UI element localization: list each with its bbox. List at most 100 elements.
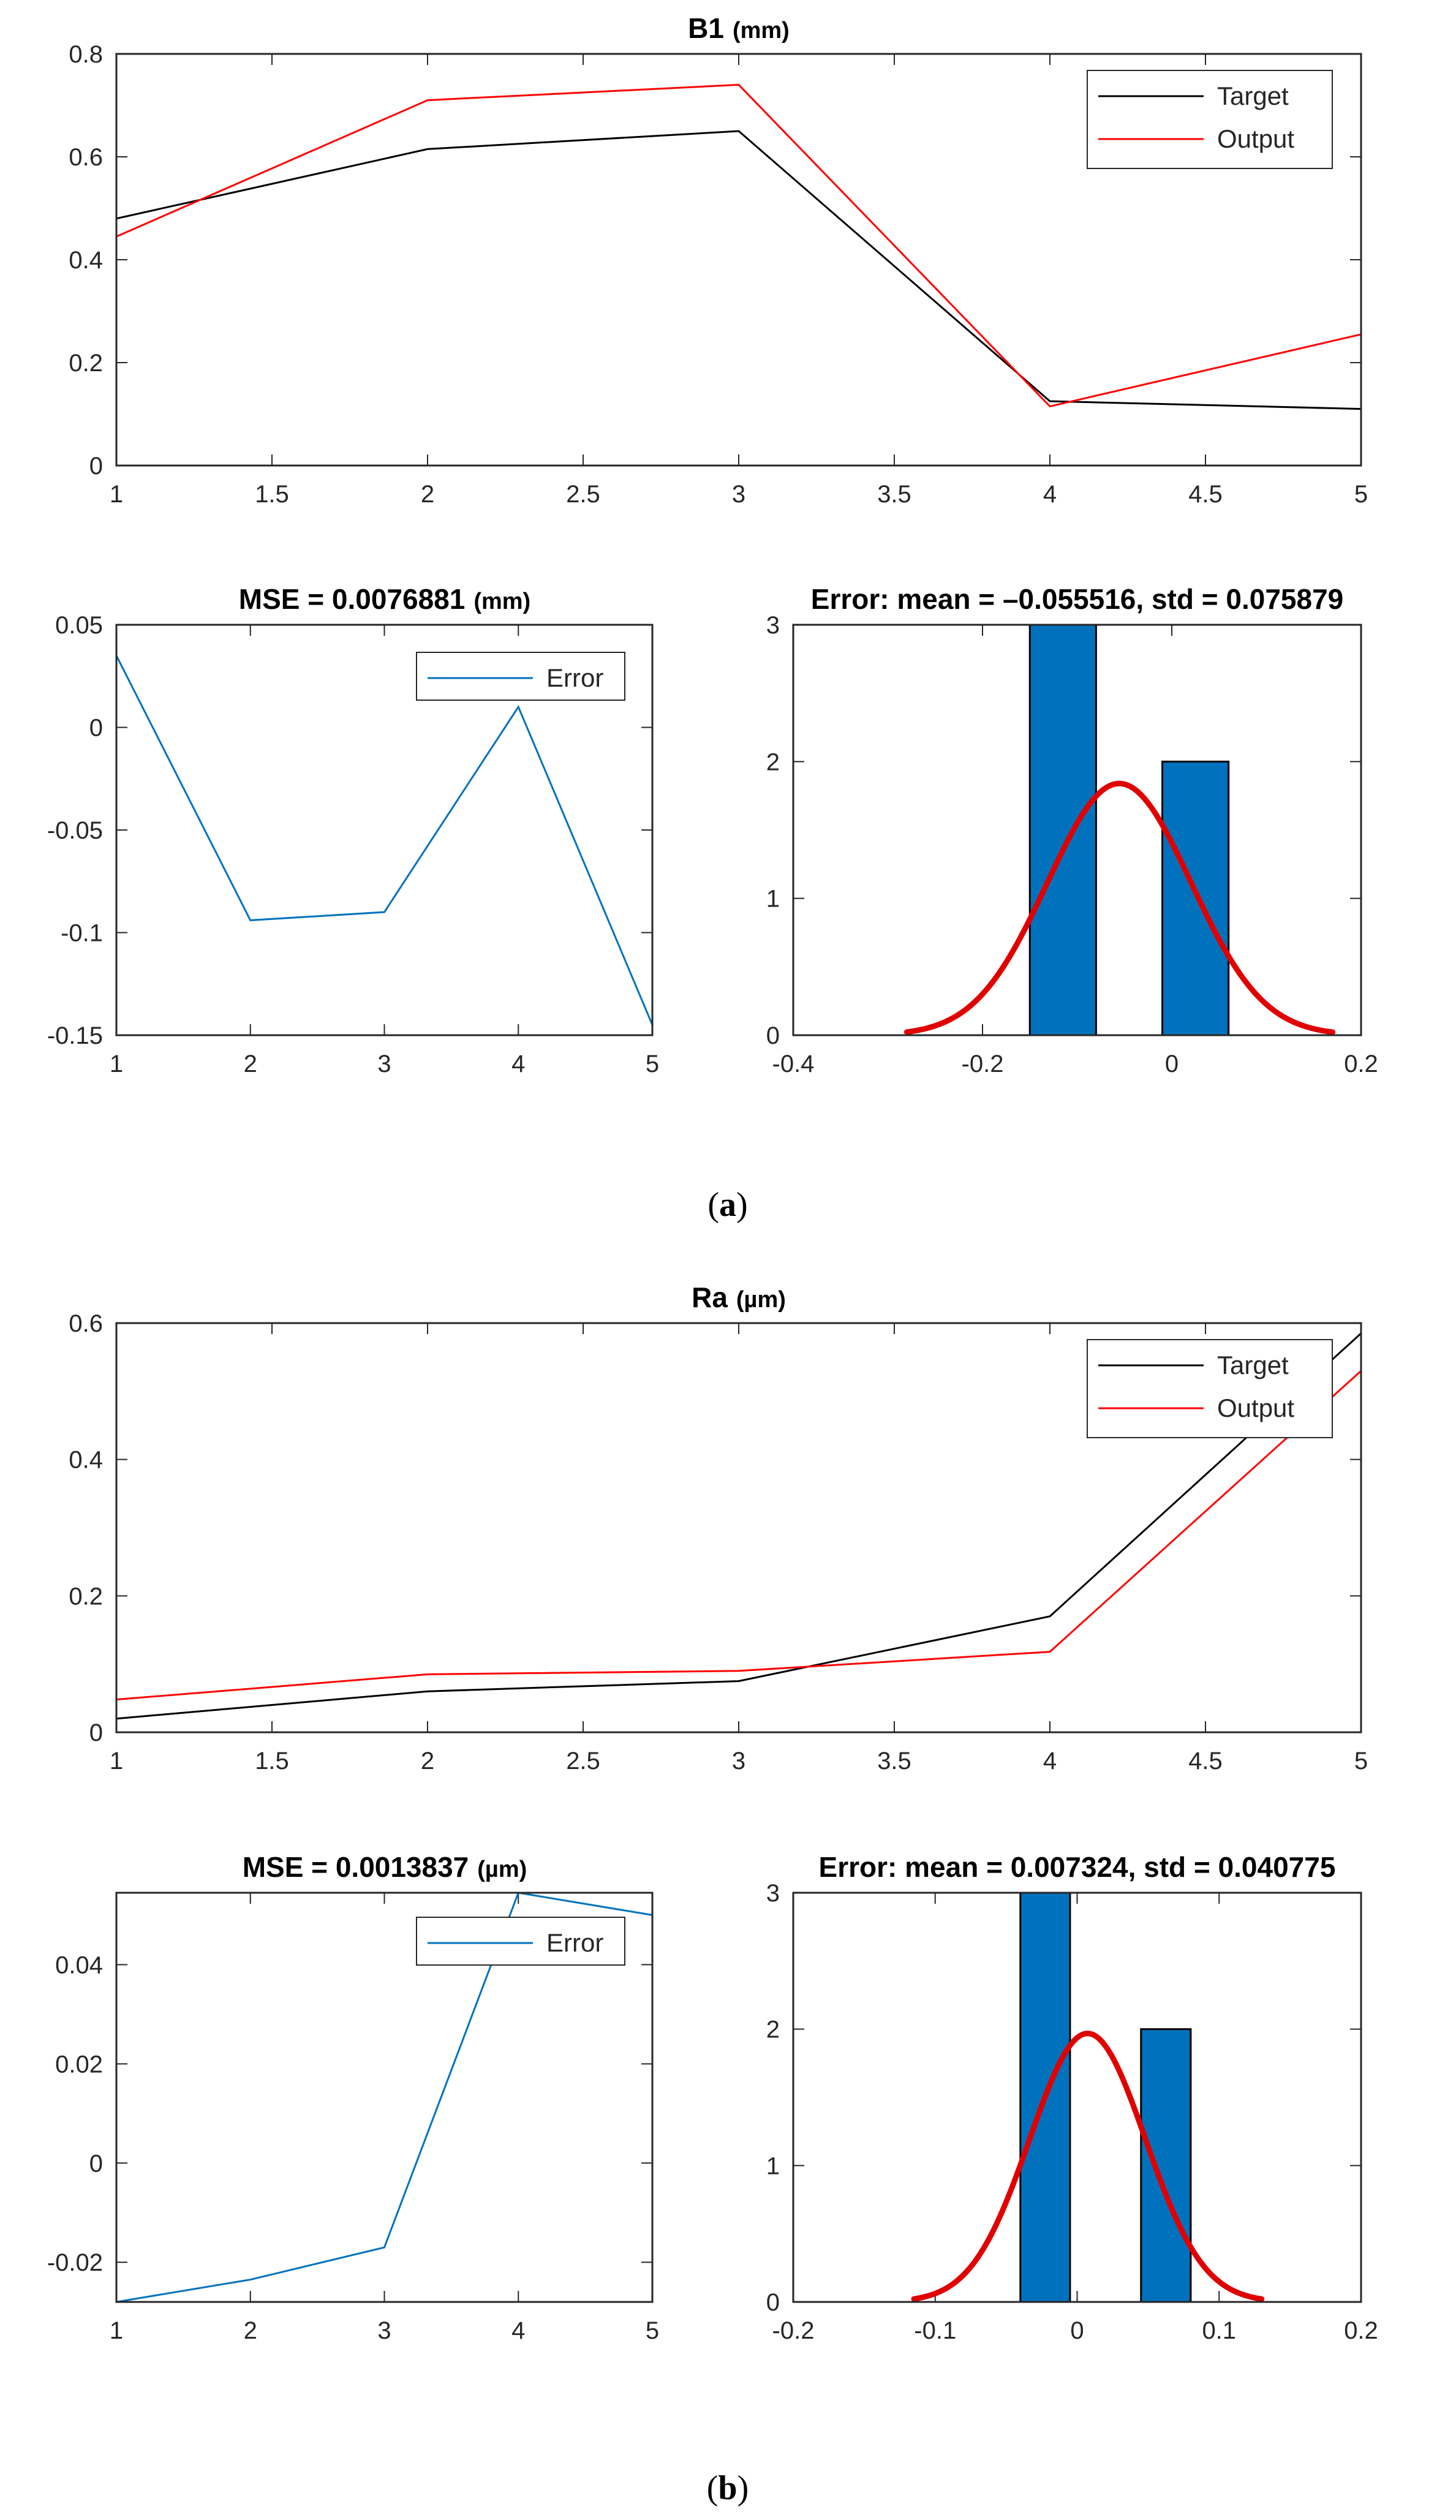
y-tick-label: 3 [766,612,780,639]
x-tick-label: -0.1 [914,2317,956,2344]
y-tick-label: 0 [89,1719,103,1746]
y-tick-label: -0.05 [47,817,103,844]
normal-fit-curve [911,2031,1265,2302]
x-tick-label: 4 [1043,481,1057,508]
axes-box [792,1892,1362,2303]
chart-title-text: MSE = 0.0076881 [239,583,466,615]
y-tick-label: 1 [766,886,780,913]
x-tick-label: 4.5 [1188,481,1223,508]
y-tick-label: 1 [766,2152,780,2179]
x-tick-label: 0 [1165,1051,1179,1077]
x-tick-label: 1 [110,481,123,508]
histogram-bar [1161,760,1230,1035]
legend-label: Target [1217,1351,1289,1379]
legend-label: Output [1217,1394,1294,1422]
x-tick-label: 0.2 [1344,2317,1378,2344]
x-tick-label: 1.5 [255,481,289,508]
chart-title-text: Ra [692,1281,728,1313]
histogram-bar [1028,625,1097,1035]
chart-title-text: MSE = 0.0013837 [243,1851,469,1883]
y-tick-label: 0.8 [69,41,103,68]
x-tick-label: 3.5 [877,1748,911,1775]
x-tick-label: 0 [1070,2317,1084,2344]
x-tick-label: 4 [511,1051,525,1077]
series-line-error [116,655,652,1025]
legend-label: Target [1217,81,1289,110]
x-tick-label: 3.5 [877,481,911,508]
x-tick-label: 3 [732,481,745,508]
legend-label: Error [546,1928,603,1957]
x-tick-label: 4 [1043,1748,1057,1775]
chart-title-unit: (mm) [473,589,530,614]
series-line-target [116,130,1361,410]
normal-fit-curve [903,780,1336,1035]
axes-box [792,624,1362,1036]
legend-label: Output [1217,124,1294,153]
y-tick-label: 0.2 [69,1583,103,1610]
y-tick-label: 0 [89,715,103,742]
x-tick-label: 2 [244,1051,257,1077]
y-tick-label: 0.04 [55,1952,103,1979]
x-tick-label: 5 [1354,481,1368,508]
x-tick-label: 0.2 [1344,1051,1378,1077]
chart-title: B1 (mm) [688,12,790,44]
panel-b-hist: Error: mean = 0.007324, std = 0.040775 -0… [766,1851,1378,2344]
chart-title: Error: mean = –0.055516, std = 0.075879 [811,583,1343,615]
x-tick-label: -0.2 [962,1051,1004,1077]
x-tick-label: 3 [732,1748,745,1775]
series-line-output [116,1370,1361,1701]
y-tick-label: 3 [766,1880,780,1907]
axes-box [115,53,1362,467]
y-tick-label: 0 [89,453,103,480]
x-tick-label: -0.2 [772,2317,815,2344]
x-tick-label: 1 [110,1051,123,1077]
y-tick-label: 2 [766,749,780,775]
y-tick-label: 0.4 [69,247,103,274]
x-tick-label: 2.5 [566,1748,600,1775]
histogram-bar [1140,2028,1192,2302]
axes-box [115,1322,1362,1733]
series-line-error [116,1893,652,2302]
y-tick-label: 0 [89,2150,103,2177]
chart-title-text: B1 [688,12,724,44]
chart-title: Ra (µm) [692,1281,786,1313]
chart-title: MSE = 0.0076881 (mm) [239,583,530,615]
x-tick-label: 0.1 [1202,2317,1236,2344]
x-tick-label: 3 [377,1051,391,1077]
series-line-output [116,83,1361,408]
axes-box [115,1892,654,2303]
x-tick-label: 5 [646,2317,659,2344]
caption-b: (b) [707,2469,749,2507]
panel-a-error: MSE = 0.0076881 (mm) 1 2 3 4 5 -0.15 -0.1 -0.05 0 0… [47,583,659,1077]
caption-b-letter: b [718,2469,737,2507]
y-tick-label: 0.4 [69,1447,103,1474]
x-tick-label: 2 [421,1748,434,1775]
y-tick-label: -0.15 [47,1022,103,1049]
series-line-target [116,1332,1361,1720]
x-tick-label: -0.4 [772,1051,815,1077]
x-tick-label: 1.5 [255,1748,289,1775]
y-tick-label: 0 [766,2289,780,2316]
legend-box [416,652,625,701]
x-tick-label: 2.5 [566,481,600,508]
y-tick-label: 2 [766,2016,780,2043]
axes-box [115,624,654,1036]
chart-title-unit: (mm) [733,18,790,43]
y-tick-label: -0.1 [61,920,103,947]
chart-title-unit: (µm) [736,1287,786,1313]
legend-box [416,1917,625,1966]
x-tick-label: 2 [421,481,434,508]
x-tick-label: 5 [1354,1748,1368,1775]
chart-title-unit: (µm) [477,1857,527,1882]
x-tick-label: 1 [110,1748,123,1775]
chart-title: Error: mean = 0.007324, std = 0.040775 [819,1851,1336,1883]
y-tick-label: 0.6 [69,1310,103,1337]
panel-a-hist: Error: mean = –0.055516, std = 0.075879 -… [766,583,1378,1077]
y-tick-label: 0.2 [69,350,103,377]
y-tick-label: 0.02 [55,2051,103,2078]
caption-a: (a) [707,1186,747,1224]
panel-b-error: MSE = 0.0013837 (µm) 1 2 3 4 5 -0.02 0 0.02 0.04 Er… [47,1851,659,2344]
legend-label: Error [546,663,603,692]
x-tick-label: 4 [511,2317,525,2344]
